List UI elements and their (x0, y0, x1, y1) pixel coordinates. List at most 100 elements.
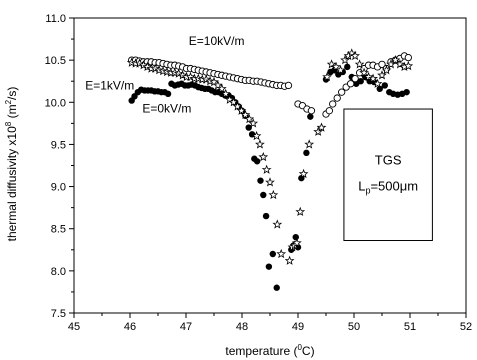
data-point-filled-circle (245, 124, 252, 131)
data-point-open-circle (284, 81, 293, 90)
data-point-star (292, 237, 302, 248)
x-tick-label: 50 (348, 321, 360, 333)
series-annotation: E=0kV/m (142, 101, 191, 115)
data-point-filled-circle (269, 250, 276, 258)
y-tick-label: 10.0 (45, 97, 66, 109)
x-tick-labels: 45 46 47 48 49 50 51 52 (68, 321, 472, 333)
data-point-filled-circle (273, 284, 280, 291)
data-point-star (331, 61, 341, 72)
data-point-filled-circle (298, 174, 305, 182)
data-point-star (216, 83, 227, 93)
sample-length-label: Lp=500μm (358, 179, 418, 196)
data-point-star (363, 71, 374, 82)
data-point-open-circle (351, 75, 359, 83)
y-tick-label: 9.5 (51, 139, 66, 151)
data-point-open-circle (346, 80, 355, 88)
x-axis-title-sup: 0 (297, 343, 302, 352)
x-tick-label: 47 (180, 321, 192, 333)
data-point-filled-circle (260, 191, 267, 199)
data-point-star (228, 97, 239, 107)
data-point-open-circle (325, 107, 334, 115)
data-point-open-circle (378, 60, 386, 69)
sample-length-symbol: L (358, 179, 365, 194)
data-point-filled-circle (381, 82, 388, 89)
annotations: E=10kV/m E=1kV/m E=0kV/m (85, 34, 244, 115)
data-point-star (381, 65, 392, 75)
data-point-star (316, 122, 327, 132)
data-point-star (368, 73, 378, 83)
x-tick-label: 51 (404, 321, 416, 333)
data-point-filled-circle (164, 90, 172, 98)
y-tick-label: 9.0 (51, 182, 66, 194)
data-point-star (359, 67, 369, 77)
data-point-filled-circle (376, 85, 383, 93)
sample-length-value: =500 (370, 179, 399, 194)
data-point-filled-circle (253, 158, 261, 165)
x-tick-label: 45 (68, 321, 80, 333)
data-point-filled-circle (307, 113, 314, 120)
data-point-star (326, 59, 337, 69)
data-point-star (213, 80, 223, 90)
series-star-open (126, 48, 414, 265)
data-point-star (134, 58, 145, 68)
data-point-star (150, 63, 161, 73)
y-axis-title-text: thermal diffusivity x10 (5, 126, 19, 241)
data-point-filled-circle (257, 177, 264, 184)
x-axis-title-text: temperature ( (225, 344, 297, 358)
data-point-star (313, 126, 324, 136)
sample-length-mu: μ (400, 179, 408, 194)
y-axis-title-sup1: 8 (4, 121, 13, 126)
data-point-star (240, 109, 251, 120)
material-info-box (343, 108, 433, 242)
data-point-star (261, 164, 272, 174)
series-circle-filled (128, 63, 410, 291)
y-tick-label: 11.0 (45, 13, 66, 25)
data-point-star (284, 255, 295, 265)
y-axis-title: thermal diffusivity x108 (m2/s) (4, 87, 19, 242)
data-point-filled-circle (303, 149, 310, 157)
y-tick-label: 7.5 (51, 308, 66, 320)
data-point-star (390, 55, 401, 65)
data-point-filled-circle (265, 263, 273, 270)
y-tick-label: 8.0 (51, 266, 66, 278)
data-point-star (372, 78, 383, 88)
y-tick-labels: 7.5 8.0 8.5 9.0 9.5 10.0 10.5 11.0 (45, 13, 66, 320)
data-point-star (177, 70, 188, 80)
data-point-star (295, 206, 306, 216)
data-point-open-circle (404, 53, 412, 62)
y-tick-label: 10.5 (45, 55, 66, 67)
sample-length-unit: m (407, 179, 418, 194)
data-point-filled-circle (292, 233, 299, 241)
data-point-star (201, 74, 212, 84)
series-annotation: E=1kV/m (85, 79, 134, 93)
data-point-star (142, 61, 153, 72)
x-tick-label: 46 (124, 321, 136, 333)
data-point-star (258, 151, 269, 162)
data-point-open-circle (338, 88, 346, 96)
data-point-star (340, 55, 350, 65)
x-axis-title-unit: C) (302, 344, 315, 358)
data-point-star (209, 76, 219, 87)
x-tick-label: 49 (292, 321, 304, 333)
data-series (126, 48, 414, 291)
y-axis-title-unit-start: (m (5, 104, 19, 121)
data-point-star (322, 71, 332, 82)
data-point-star (377, 70, 387, 80)
x-tick-label: 52 (460, 321, 472, 333)
data-point-open-circle (329, 100, 337, 108)
data-point-filled-circle (262, 212, 270, 220)
sample-length-subscript: p (365, 186, 370, 196)
tick-marks (69, 17, 467, 318)
y-axis-title-unit-end: /s) (5, 87, 19, 100)
data-point-filled-circle (403, 88, 410, 96)
data-point-star (395, 59, 405, 69)
data-point-star (268, 189, 279, 200)
data-point-star (244, 114, 255, 124)
series-annotation: E=10kV/m (189, 34, 245, 48)
data-point-star (255, 139, 265, 149)
data-point-star (251, 130, 262, 141)
data-point-star (248, 118, 259, 128)
data-point-star (272, 219, 283, 229)
data-point-star (173, 68, 184, 78)
